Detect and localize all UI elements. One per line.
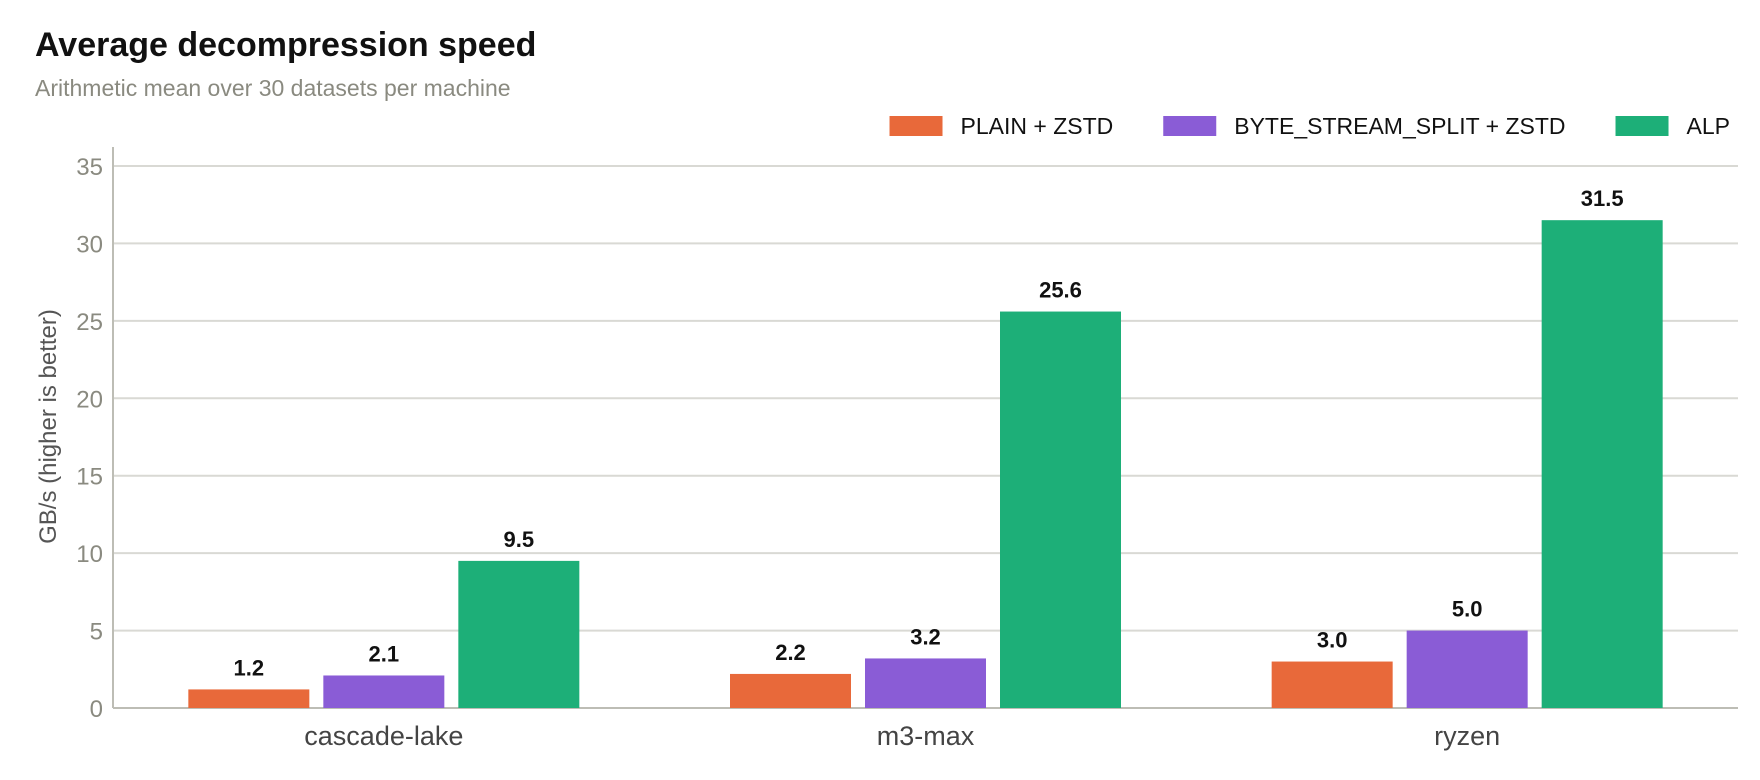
y-tick-label: 25: [76, 309, 103, 336]
y-tick-label: 30: [76, 231, 103, 258]
legend-label: ALP: [1687, 113, 1730, 139]
y-tick-label: 20: [76, 386, 103, 413]
y-axis-title: GB/s (higher is better): [35, 309, 62, 544]
bar: [323, 675, 445, 708]
data-label: 3.0: [1317, 628, 1348, 653]
legend-label: PLAIN + ZSTD: [961, 113, 1114, 139]
bar: [1271, 661, 1393, 708]
bar: [865, 658, 986, 708]
data-label: 9.5: [504, 527, 535, 552]
chart-subtitle: Arithmetic mean over 30 datasets per mac…: [35, 75, 511, 101]
bar: [188, 689, 310, 708]
legend-swatch: [1615, 116, 1669, 136]
y-tick-label: 0: [90, 696, 103, 723]
bar: [730, 673, 851, 708]
grid-lines: [113, 164, 1738, 632]
chart-title: Average decompression speed: [35, 26, 537, 64]
legend-swatch: [1163, 116, 1217, 136]
legend-swatch: [889, 116, 943, 136]
legend-label: BYTE_STREAM_SPLIT + ZSTD: [1234, 113, 1565, 139]
bars: [188, 220, 1663, 709]
data-label: 1.2: [234, 655, 265, 680]
x-tick-label: ryzen: [1434, 721, 1500, 751]
legend: PLAIN + ZSTD BYTE_STREAM_SPLIT + ZSTD ALP: [889, 113, 1730, 139]
data-label: 25.6: [1039, 278, 1082, 303]
bar: [1000, 311, 1121, 708]
y-tick-label: 15: [76, 464, 103, 491]
labels: 0 5 10 15 20 25 30 35 GB/s (higher is better) 1.2…: [35, 154, 1624, 751]
x-tick-label: cascade-lake: [304, 721, 463, 751]
y-tick-label: 10: [76, 541, 103, 568]
bar: [458, 560, 580, 708]
y-tick-label: 35: [76, 154, 103, 181]
data-label: 31.5: [1581, 186, 1624, 211]
y-tick-label: 5: [90, 619, 103, 646]
bar: [1541, 220, 1663, 709]
data-label: 5.0: [1452, 597, 1483, 622]
data-label: 2.1: [369, 641, 400, 666]
data-label: 2.2: [775, 640, 806, 665]
bar: [1406, 630, 1528, 708]
data-label: 3.2: [910, 624, 941, 649]
x-tick-label: m3-max: [877, 721, 975, 751]
